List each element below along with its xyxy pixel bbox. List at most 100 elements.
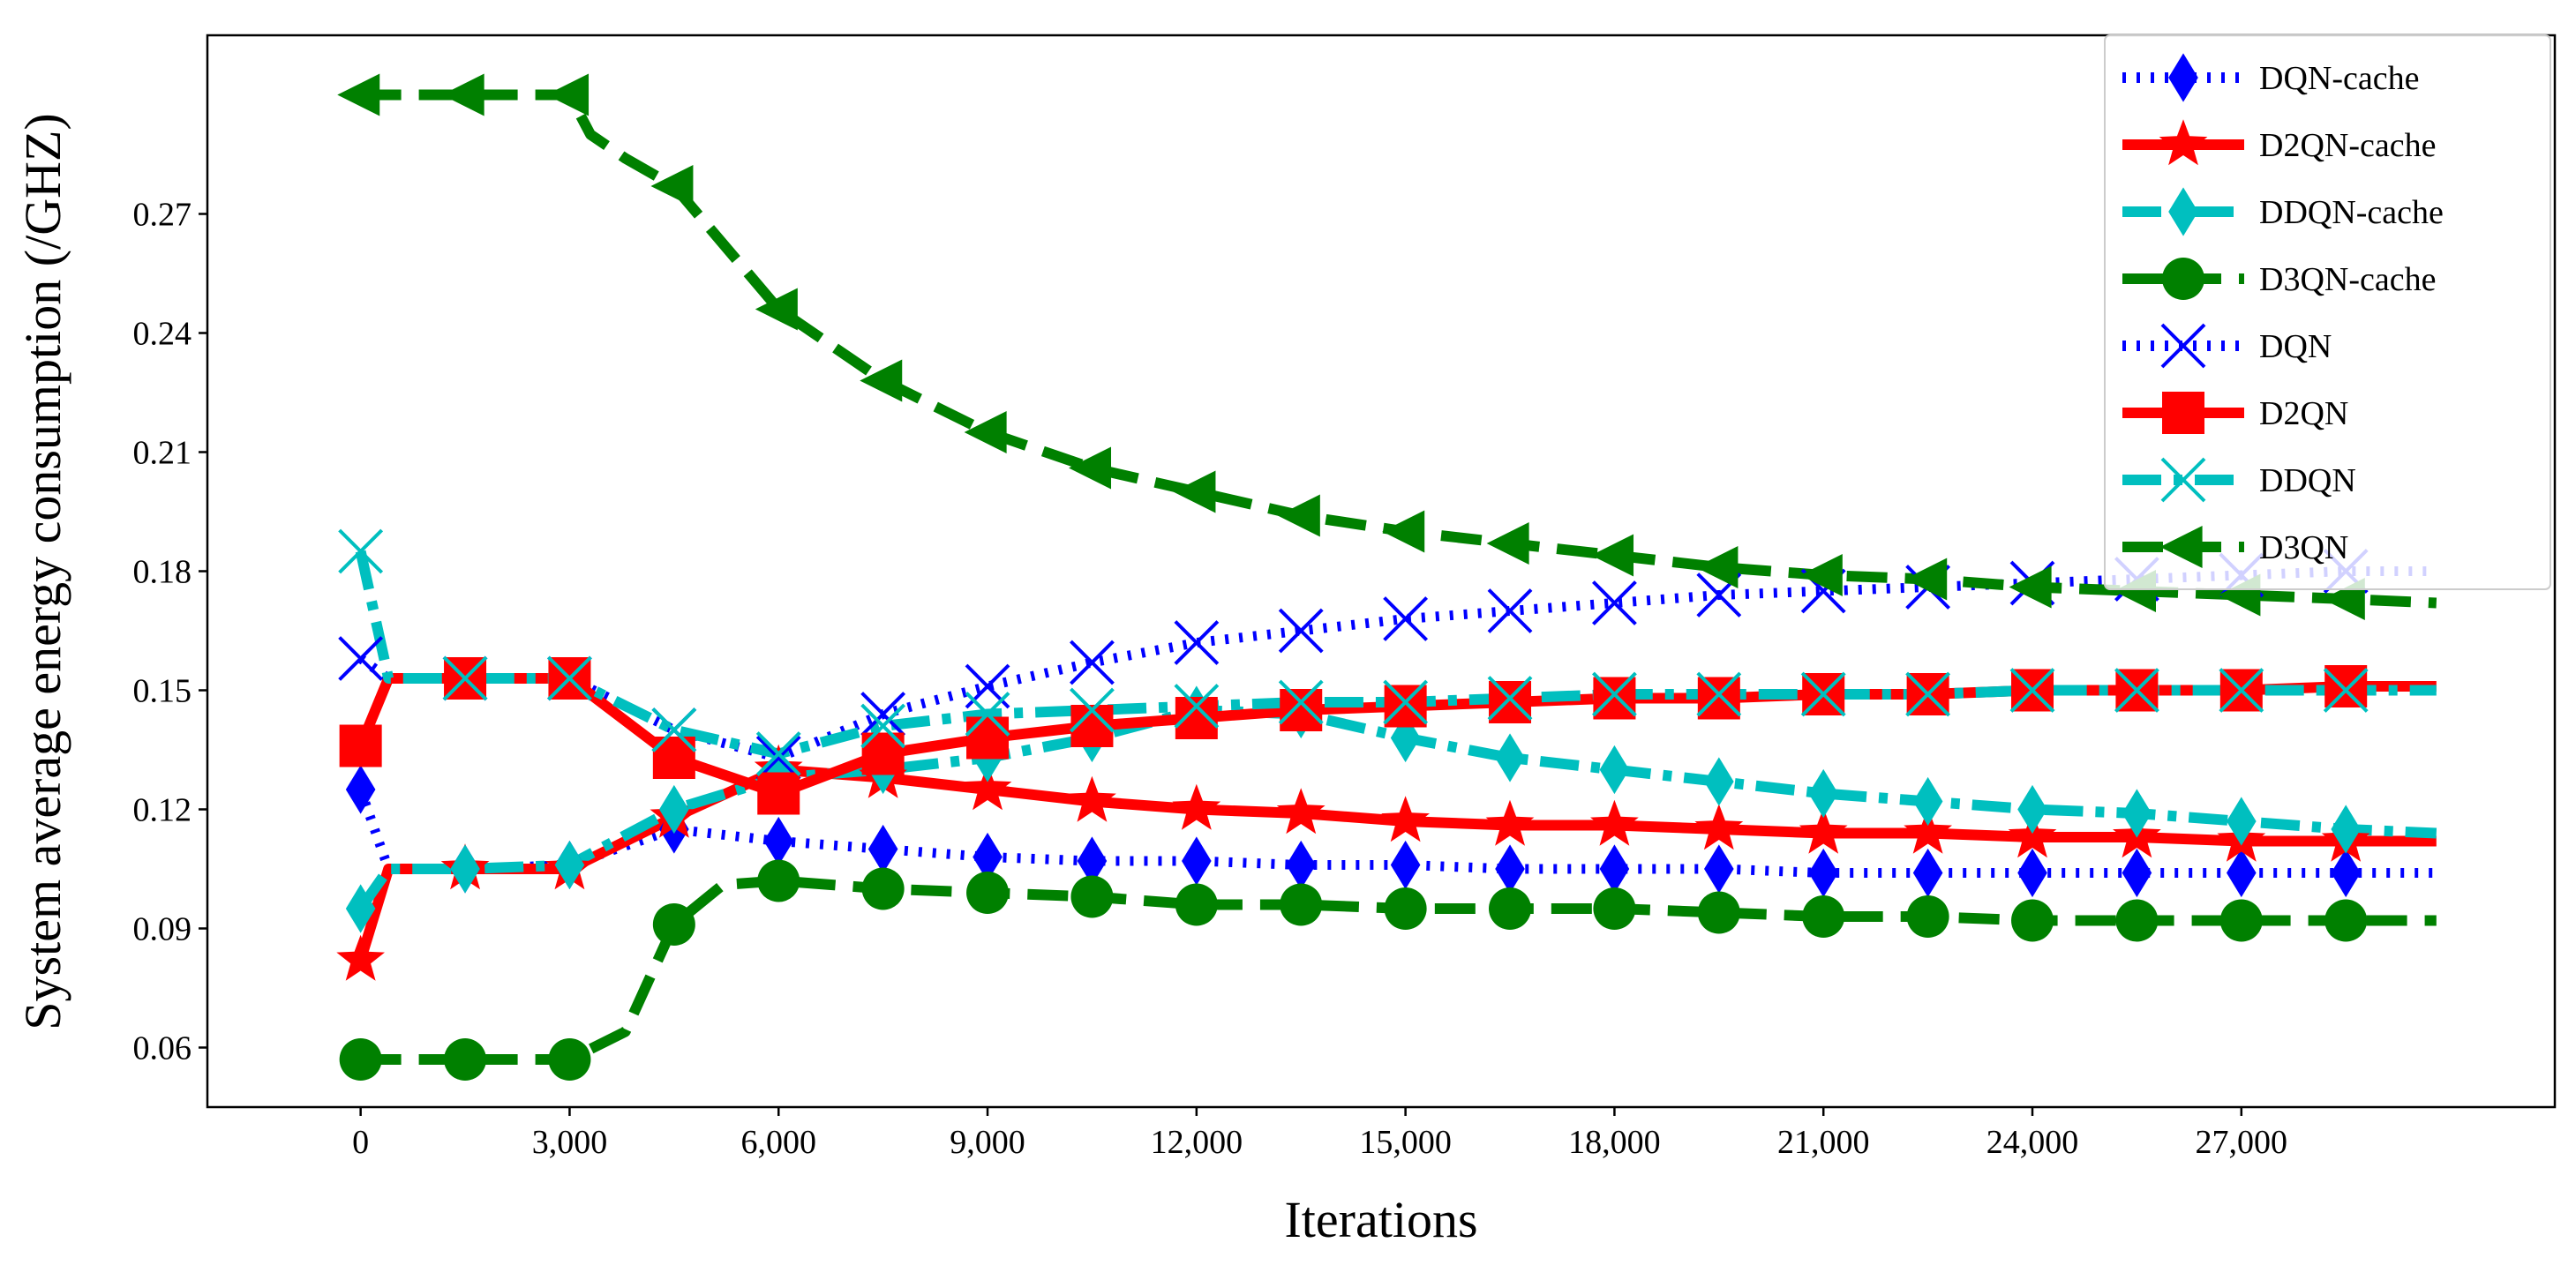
data-point-d3qn-cache	[861, 867, 905, 910]
data-point-ddqn-cache	[2227, 797, 2257, 846]
data-point-d3qn-cache	[1070, 875, 1114, 918]
data-point-d3qn-cache	[548, 1038, 591, 1081]
legend-label-d3qn: D3QN	[2259, 529, 2348, 566]
data-point-ddqn-cache	[554, 840, 585, 890]
data-point-d3qn-cache	[1384, 887, 1427, 930]
series-line-d2qn-cache	[355, 764, 2437, 962]
data-point-d3qn-cache	[1175, 883, 1218, 926]
data-point-d3qn	[1069, 446, 1112, 490]
data-point-d2qn	[1175, 697, 1218, 739]
data-point-ddqn	[1800, 671, 1846, 717]
legend-item-ddqn: DDQN	[2122, 457, 2356, 503]
legend-item-d3qn: D3QN	[2122, 526, 2348, 568]
legend-marker-d2qn	[2162, 392, 2204, 434]
data-point-d3qn	[650, 165, 694, 207]
data-point-ddqn	[651, 707, 697, 752]
legend-marker-d3qn	[2159, 526, 2203, 568]
y-tick-label-0-06: 0.06	[133, 1030, 192, 1067]
data-point-d2qn-cache	[336, 934, 385, 981]
legend-marker-ddqn	[2160, 457, 2206, 503]
x-tick-label-24-000: 24,000	[1986, 1124, 2079, 1161]
data-point-d3qn-cache	[1280, 883, 1323, 926]
data-point-d3qn	[1799, 554, 1843, 596]
data-point-d2qn-cache	[1590, 799, 1639, 846]
data-point-d2qn	[1489, 681, 1532, 723]
data-point-dqn-cache	[2227, 848, 2257, 898]
data-point-d3qn	[964, 411, 1007, 453]
data-point-d3qn-cache	[1489, 887, 1532, 930]
data-point-d3qn	[1173, 470, 1216, 513]
data-point-ddqn-cache	[1808, 768, 1839, 819]
data-point-d3qn-cache	[757, 859, 800, 902]
legend-item-ddqn-cache: DDQN-cache	[2122, 187, 2444, 236]
data-point-d3qn-cache	[339, 1038, 382, 1081]
data-point-d3qn-cache	[1593, 887, 1636, 930]
data-point-d3qn-cache	[2219, 899, 2263, 942]
legend-label-d3qn-cache: D3QN-cache	[2259, 261, 2436, 298]
data-point-ddqn	[1487, 676, 1533, 721]
data-point-ddqn	[1696, 671, 1742, 717]
x-axis: 0 3,000 6,000 9,000 12,000 15,000 18,000 21,000…	[352, 1107, 2287, 1161]
data-point-ddqn	[2114, 668, 2159, 713]
series-line-d3qn-cache	[360, 875, 2437, 1065]
data-point-ddqn-cache	[1704, 757, 1734, 806]
data-point-ddqn-cache	[659, 784, 689, 835]
data-point-d2qn-cache	[1172, 783, 1221, 830]
data-point-d2qn-cache	[1276, 788, 1326, 835]
data-point-ddqn-cache	[450, 844, 480, 894]
data-point-d3qn	[441, 73, 484, 116]
data-point-ddqn-cache	[2331, 805, 2362, 854]
y-axis: 0.06 0.09 0.12 0.15 0.18 0.21 0.24 0.27	[133, 197, 207, 1067]
data-point-dqn	[860, 692, 906, 737]
x-tick-label-12-000: 12,000	[1151, 1124, 1243, 1161]
data-point-dqn-cache	[1390, 840, 1421, 890]
data-point-d3qn	[1695, 546, 1739, 588]
legend-item-d2qn: D2QN	[2122, 392, 2348, 434]
data-point-ddqn	[2323, 668, 2369, 713]
x-tick-label-27-000: 27,000	[2196, 1124, 2288, 1161]
data-point-ddqn-cache	[2017, 784, 2047, 835]
data-point-d3qn-cache	[1906, 895, 1949, 938]
legend-item-dqn: DQN	[2122, 323, 2332, 369]
data-point-d2qn	[1593, 677, 1636, 720]
legend-marker-d2qn-cache	[2159, 119, 2208, 166]
data-point-dqn-cache	[1912, 848, 1943, 898]
x-tick-label-18-000: 18,000	[1568, 1124, 1661, 1161]
data-point-dqn-cache	[1704, 844, 1734, 894]
x-tick-label-3-000: 3,000	[532, 1124, 608, 1161]
data-point-d3qn	[860, 359, 903, 402]
data-point-d2qn-cache	[963, 764, 1012, 811]
data-point-d2qn	[1280, 689, 1323, 731]
data-point-dqn	[755, 735, 801, 781]
data-point-d3qn	[2009, 565, 2052, 609]
data-point-d3qn-cache	[2115, 899, 2159, 942]
data-point-ddqn	[1278, 679, 1324, 725]
data-point-dqn-cache	[1286, 840, 1317, 890]
y-tick-label-0-12: 0.12	[133, 792, 192, 829]
series-line-dqn	[357, 566, 2437, 763]
data-point-d3qn	[1382, 510, 1425, 553]
legend-item-d2qn-cache: D2QN-cache	[2122, 119, 2436, 166]
data-point-d3qn	[337, 73, 380, 116]
data-point-d2qn-cache	[1694, 804, 1744, 850]
data-point-d3qn	[1277, 494, 1320, 537]
data-point-dqn	[1070, 640, 1115, 685]
data-point-d2qn	[2324, 665, 2368, 707]
data-point-d3qn	[755, 288, 798, 331]
data-point-dqn-cache	[1495, 844, 1525, 894]
x-axis-title: Iterations	[1284, 1191, 1477, 1248]
data-point-dqn-cache	[867, 824, 898, 874]
data-point-dqn	[1592, 580, 1637, 625]
data-point-ddqn	[442, 655, 488, 701]
data-point-d2qn-cache	[2008, 812, 2057, 858]
legend-label-d2qn: D2QN	[2259, 395, 2348, 432]
data-point-d3qn	[1591, 534, 1634, 577]
data-point-d2qn-cache	[1904, 807, 1952, 854]
data-point-d2qn-cache	[1381, 796, 1430, 842]
data-point-d3qn-cache	[2011, 899, 2054, 942]
data-point-ddqn	[2219, 668, 2264, 713]
data-point-d3qn-cache	[2324, 899, 2368, 942]
legend-item-dqn-cache: DQN-cache	[2122, 53, 2419, 102]
